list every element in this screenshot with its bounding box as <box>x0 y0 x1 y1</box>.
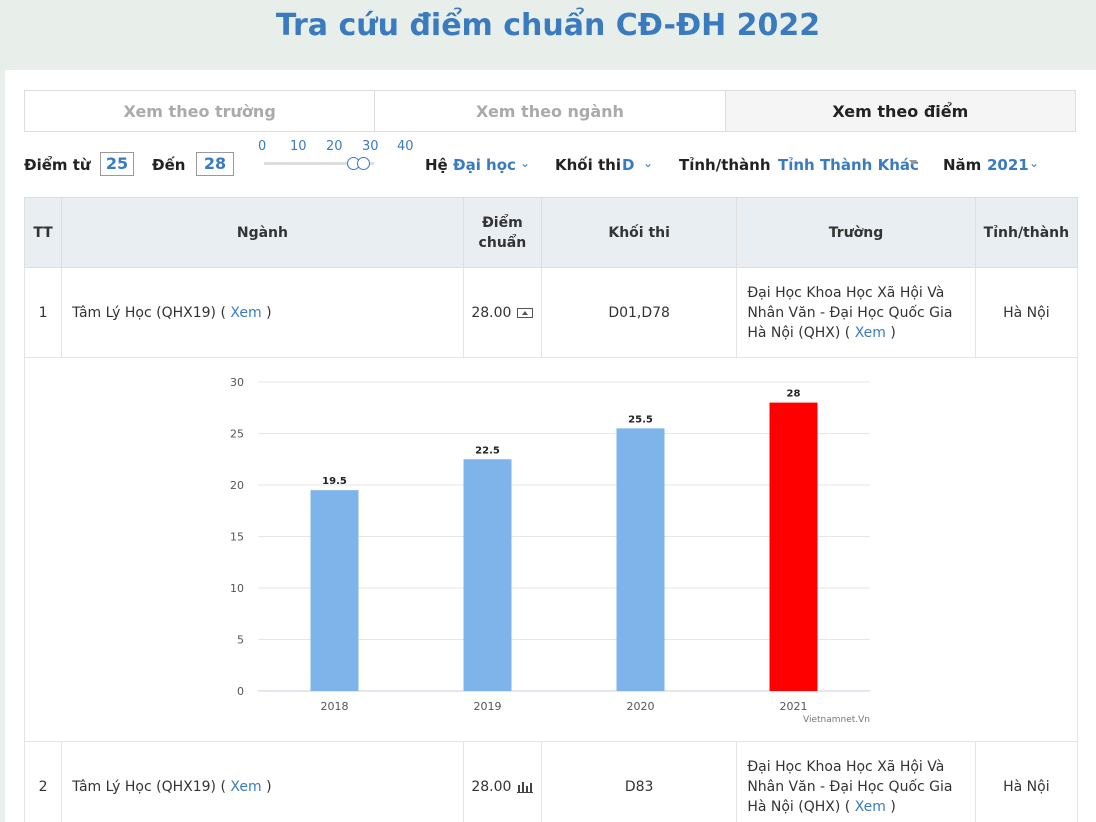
slider-tick: 0 <box>258 139 267 154</box>
score-value: 28.00 <box>471 778 512 795</box>
he-label: Hệ <box>425 156 448 174</box>
x-tick-label: 2021 <box>780 700 808 713</box>
khoi-select[interactable]: D <box>622 156 635 174</box>
chart-cell: 0 5 10 15 20 25 30 19.5 2018 22.5 2019 25.5 2020 28 20… <box>24 357 1078 742</box>
school-end: ) <box>890 798 896 815</box>
slider-tick: 20 <box>326 139 343 154</box>
slider-tick: 40 <box>397 139 414 154</box>
major-end: ) <box>266 304 272 321</box>
school-view-link[interactable]: Xem <box>854 798 886 815</box>
collapse-chart-icon[interactable] <box>517 307 534 318</box>
school-name: Đại Học Khoa Học Xã Hội Và Nhân Văn - Đạ… <box>747 758 953 815</box>
x-tick-label: 2019 <box>474 700 502 713</box>
major-name: Tâm Lý Học (QHX19) ( <box>72 304 226 321</box>
chart-credit: Vietnamnet.Vn <box>803 715 870 725</box>
score-to-label: Đến <box>152 156 186 174</box>
bar <box>769 402 818 691</box>
row-score: 28.00 <box>462 741 542 822</box>
col-header-khoi: Khối thi <box>540 197 738 268</box>
row-province: Hà Nội <box>974 267 1079 358</box>
col-header-diem: Điểm chuẩn <box>462 197 542 268</box>
bar <box>310 490 359 691</box>
col-header-tt: TT <box>23 197 63 268</box>
tinh-label: Tỉnh/thành <box>679 156 771 174</box>
y-tick-label: 15 <box>230 531 244 544</box>
y-tick-label: 5 <box>237 634 244 647</box>
results-table: TT Ngành Điểm chuẩn Khối thi Trường Tỉnh/… <box>23 197 1079 822</box>
chevron-down-icon[interactable]: ⌄ <box>520 156 531 170</box>
slider-tick: 10 <box>290 139 307 154</box>
major-view-link[interactable]: Xem <box>230 304 262 321</box>
chart-row: 0 5 10 15 20 25 30 19.5 2018 22.5 2019 25.5 2020 28 20… <box>24 357 1078 742</box>
tinh-select[interactable]: Tỉnh Thành Khác <box>778 156 919 174</box>
col-header-diem-line2: chuẩn <box>478 234 527 251</box>
y-tick-label: 0 <box>237 685 244 698</box>
table-row: 2 Tâm Lý Học (QHX19) ( Xem ) 28.00 D83 Đ… <box>23 741 1079 822</box>
slider-handle-max[interactable] <box>357 157 370 170</box>
row-province: Hà Nội <box>974 741 1079 822</box>
view-tabs: Xem theo trường Xem theo ngành Xem theo … <box>24 90 1076 132</box>
major-view-link[interactable]: Xem <box>230 778 262 795</box>
nam-label: Năm <box>943 156 982 174</box>
score-from-input[interactable]: 25 <box>100 152 134 176</box>
school-name: Đại Học Khoa Học Xã Hội Và Nhân Văn - Đạ… <box>747 284 953 341</box>
slider-tick: 30 <box>362 139 379 154</box>
khoi-label: Khối thi <box>555 156 621 174</box>
tab-by-score[interactable]: Xem theo điểm <box>725 91 1075 131</box>
bar-chart-icon[interactable] <box>517 780 534 793</box>
y-tick-label: 30 <box>230 376 244 389</box>
bar <box>616 428 665 691</box>
row-exam-block: D83 <box>540 741 738 822</box>
row-school: Đại Học Khoa Học Xã Hội Và Nhân Văn - Đạ… <box>736 267 976 358</box>
bar <box>463 459 512 691</box>
tab-by-school[interactable]: Xem theo trường <box>25 91 376 131</box>
score-value: 28.00 <box>471 304 512 321</box>
row-major: Tâm Lý Học (QHX19) ( Xem ) <box>61 741 464 822</box>
tab-by-major[interactable]: Xem theo ngành <box>375 91 726 131</box>
x-tick-label: 2020 <box>627 700 655 713</box>
bar-chart-svg: 0 5 10 15 20 25 30 19.5 2018 22.5 2019 25.5 2020 28 20… <box>230 376 870 725</box>
main-panel: Xem theo trường Xem theo ngành Xem theo … <box>5 70 1096 822</box>
major-name: Tâm Lý Học (QHX19) ( <box>72 778 226 795</box>
chevron-down-icon[interactable]: ⌄ <box>643 156 654 170</box>
y-tick-label: 25 <box>230 428 244 441</box>
data-label: 28 <box>787 389 801 400</box>
row-score: 28.00 <box>462 267 542 358</box>
major-end: ) <box>266 778 272 795</box>
table-header-row: TT Ngành Điểm chuẩn Khối thi Trường Tỉnh/… <box>23 197 1079 268</box>
data-label: 25.5 <box>628 414 653 425</box>
table-row: 1 Tâm Lý Học (QHX19) ( Xem ) 28.00 D01,D… <box>23 267 1079 358</box>
filter-bar: Điểm từ 25 Đến 28 0 10 20 30 40 Hệ Đại h… <box>24 136 1084 186</box>
nam-select[interactable]: 2021 <box>987 156 1029 174</box>
row-major: Tâm Lý Học (QHX19) ( Xem ) <box>61 267 464 358</box>
col-header-tinh: Tỉnh/thành <box>974 197 1079 268</box>
score-to-input[interactable]: 28 <box>196 152 234 176</box>
school-end: ) <box>890 324 896 341</box>
row-index: 1 <box>23 267 63 358</box>
row-school: Đại Học Khoa Học Xã Hội Và Nhân Văn - Đạ… <box>736 741 976 822</box>
x-tick-label: 2018 <box>321 700 349 713</box>
school-view-link[interactable]: Xem <box>854 324 886 341</box>
score-range-slider[interactable] <box>264 162 374 165</box>
col-header-nganh: Ngành <box>61 197 464 268</box>
data-label: 19.5 <box>322 476 347 487</box>
col-header-diem-line1: Điểm <box>482 214 523 231</box>
caret-down-icon[interactable] <box>909 160 917 165</box>
score-history-chart: 0 5 10 15 20 25 30 19.5 2018 22.5 2019 25.5 2020 28 20… <box>25 358 1077 741</box>
row-index: 2 <box>23 741 63 822</box>
score-from-label: Điểm từ <box>24 156 91 174</box>
chevron-down-icon[interactable]: ⌄ <box>1029 156 1040 170</box>
y-tick-label: 20 <box>230 479 244 492</box>
he-select[interactable]: Đại học <box>453 156 516 174</box>
y-tick-label: 10 <box>230 582 244 595</box>
row-exam-block: D01,D78 <box>540 267 738 358</box>
page-title: Tra cứu điểm chuẩn CĐ-ĐH 2022 <box>275 8 821 43</box>
col-header-truong: Trường <box>736 197 976 268</box>
data-label: 22.5 <box>475 445 500 456</box>
